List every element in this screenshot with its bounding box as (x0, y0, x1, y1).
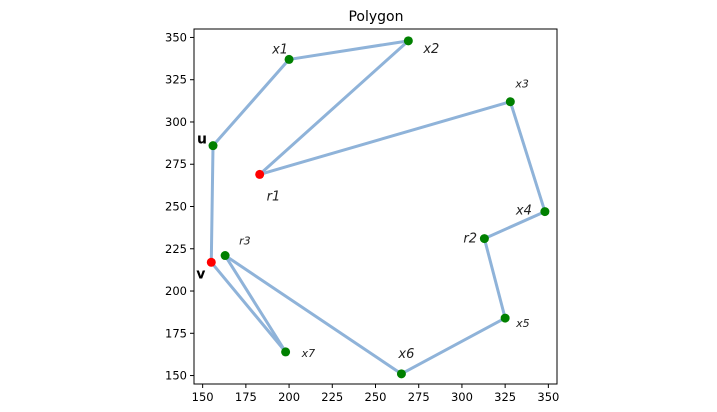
y-tick-label: 225 (165, 242, 187, 256)
x-tick-label: 275 (408, 390, 430, 404)
vertex-x1 (284, 54, 294, 64)
vertex-x5 (500, 313, 510, 323)
vertex-label-r2: r2 (463, 232, 477, 247)
edge-r3-x7 (223, 254, 288, 354)
vertex-label-x4: x4 (515, 204, 532, 219)
vertex-x3 (505, 97, 515, 107)
vertex-label-u: u (197, 132, 207, 148)
vertex-labels: u x1 x2 r1 x3 x4 r2 x5 x6 r3 x7 v (196, 42, 532, 362)
edge-v-u (209, 144, 215, 264)
y-tick-label: 275 (165, 157, 187, 171)
vertex-x4 (540, 207, 550, 217)
edge-x1-x2 (287, 39, 410, 61)
y-tick-label: 325 (165, 73, 187, 87)
x-tick-label: 250 (365, 390, 387, 404)
x-tick-label: 175 (235, 390, 257, 404)
vertex-label-x7: x7 (301, 347, 316, 360)
chart-title: Polygon (348, 9, 403, 25)
y-tick-label: 200 (165, 284, 187, 298)
vertex-x6 (396, 369, 406, 379)
vertex-r1 (255, 169, 265, 179)
x-tick-label: 150 (192, 390, 214, 404)
y-tick-label: 175 (165, 326, 187, 340)
edge-x6-r3 (223, 254, 403, 376)
edge-r2-x5 (482, 237, 507, 320)
edge-r1-x3 (258, 100, 512, 176)
vertex-label-x1: x1 (271, 42, 288, 57)
edge-x7-v (209, 260, 288, 354)
y-tick-label: 150 (165, 369, 187, 383)
edge-x2-r1 (258, 39, 410, 176)
vertex-label-x2: x2 (422, 42, 439, 57)
plot-frame (193, 28, 558, 385)
vertex-label-x6: x6 (397, 347, 414, 362)
vertex-x7 (281, 347, 291, 357)
y-tick-label: 250 (165, 200, 187, 214)
vertex-v (206, 257, 216, 267)
polygon-vertices (206, 36, 550, 379)
x-tick-label: 200 (278, 390, 300, 404)
y-tick-label: 350 (165, 30, 187, 44)
vertex-label-v: v (196, 266, 205, 282)
edge-x5-x6 (399, 316, 507, 376)
vertex-u (208, 141, 218, 151)
vertex-label-r3: r3 (239, 235, 251, 248)
vertex-x2 (403, 36, 413, 46)
edge-x3-x4 (508, 100, 547, 214)
vertex-label-x5: x5 (515, 317, 530, 330)
polygon-edges (209, 39, 547, 376)
vertex-r3 (220, 251, 230, 261)
edge-u-x1 (211, 57, 291, 148)
x-tick-label: 350 (537, 390, 559, 404)
x-axis-ticks: 150 175 200 225 250 275 300 325 350 (192, 384, 559, 404)
x-tick-label: 225 (321, 390, 343, 404)
vertex-r2 (479, 234, 489, 244)
vertex-label-x3: x3 (514, 78, 529, 91)
edge-x4-r2 (482, 210, 547, 241)
y-axis-ticks: 150 175 200 225 250 275 300 325 350 (165, 30, 194, 383)
x-tick-label: 300 (451, 390, 473, 404)
vertex-label-r1: r1 (267, 189, 281, 204)
y-tick-label: 300 (165, 115, 187, 129)
x-tick-label: 325 (494, 390, 516, 404)
